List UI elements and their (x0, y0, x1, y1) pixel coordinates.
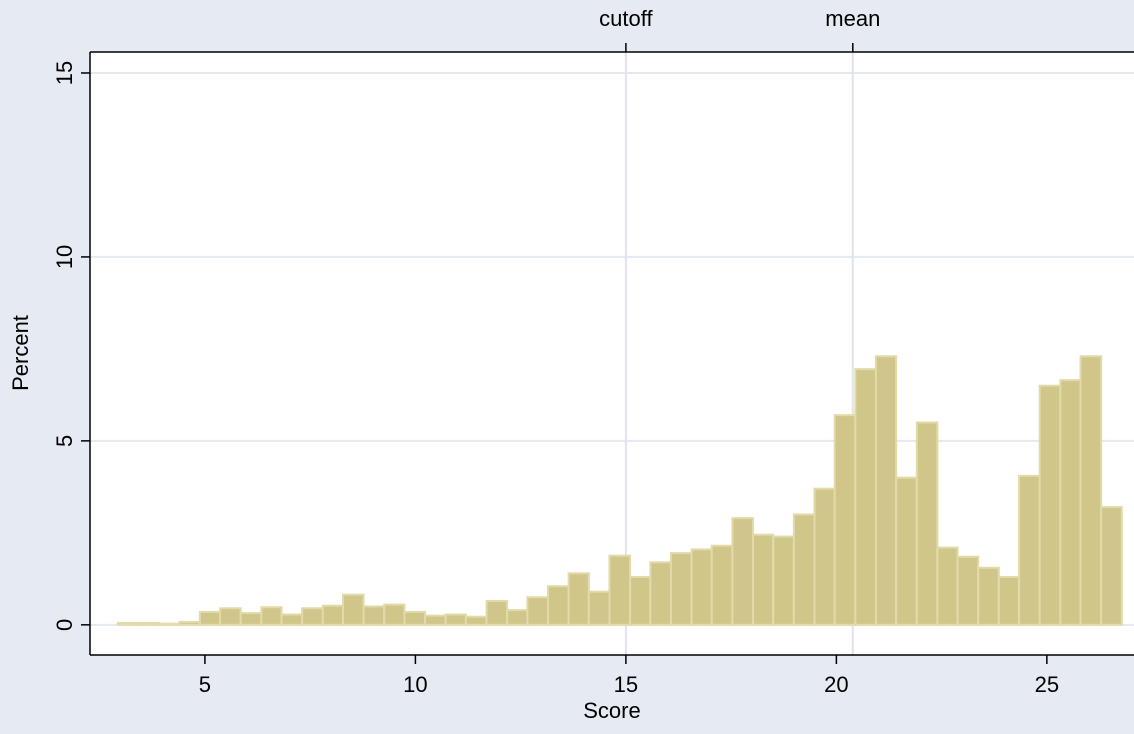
y-tick-label: 15 (52, 61, 77, 85)
bar (1059, 379, 1082, 626)
bar (895, 476, 918, 626)
bar (1100, 506, 1123, 626)
bar (833, 414, 857, 626)
bar (587, 590, 611, 626)
reference-label: cutoff (599, 6, 653, 31)
bar (116, 621, 140, 626)
bar (464, 615, 488, 626)
bar (567, 572, 590, 626)
bar (198, 610, 222, 626)
bar (178, 620, 201, 626)
bar (444, 613, 467, 626)
reference-label: mean (825, 6, 880, 31)
x-tick-label: 5 (199, 672, 211, 697)
bar (301, 607, 324, 626)
x-tick-label: 15 (614, 672, 638, 697)
bar (936, 546, 959, 626)
bar (731, 517, 755, 626)
bar (669, 552, 693, 626)
y-axis-label: Percent (8, 315, 33, 391)
bar (649, 561, 672, 626)
bar (710, 544, 734, 626)
bar (772, 535, 795, 626)
bar (813, 487, 836, 626)
bar (526, 596, 550, 626)
bar (854, 368, 877, 626)
bar (157, 622, 181, 626)
plot-area (90, 52, 1134, 655)
bar (608, 554, 632, 626)
bar (424, 614, 447, 626)
y-tick-label: 5 (52, 435, 77, 447)
bar (874, 355, 898, 626)
bar (239, 612, 263, 626)
y-tick-label: 0 (52, 619, 77, 631)
bar (915, 421, 939, 626)
x-axis-label: Score (583, 698, 640, 723)
bar (977, 566, 1000, 626)
bar (219, 607, 242, 626)
bar (280, 613, 304, 626)
bar (1079, 355, 1103, 626)
bar (1018, 474, 1041, 626)
bar (1038, 384, 1062, 626)
bar (997, 576, 1021, 626)
bar (752, 533, 775, 626)
bar (137, 621, 160, 626)
bar (629, 576, 652, 626)
bar (403, 610, 427, 626)
bar (547, 585, 570, 626)
y-tick-label: 10 (52, 245, 77, 269)
bar (342, 593, 365, 626)
bar (383, 603, 406, 626)
bar (321, 604, 345, 626)
x-tick-label: 20 (824, 672, 848, 697)
x-tick-label: 10 (403, 672, 427, 697)
x-tick-label: 25 (1035, 672, 1059, 697)
bar (506, 609, 529, 626)
bar (260, 606, 283, 626)
bar (956, 555, 980, 626)
bar (792, 513, 816, 626)
bar (362, 605, 386, 626)
bar (690, 548, 713, 626)
bar (485, 599, 509, 626)
